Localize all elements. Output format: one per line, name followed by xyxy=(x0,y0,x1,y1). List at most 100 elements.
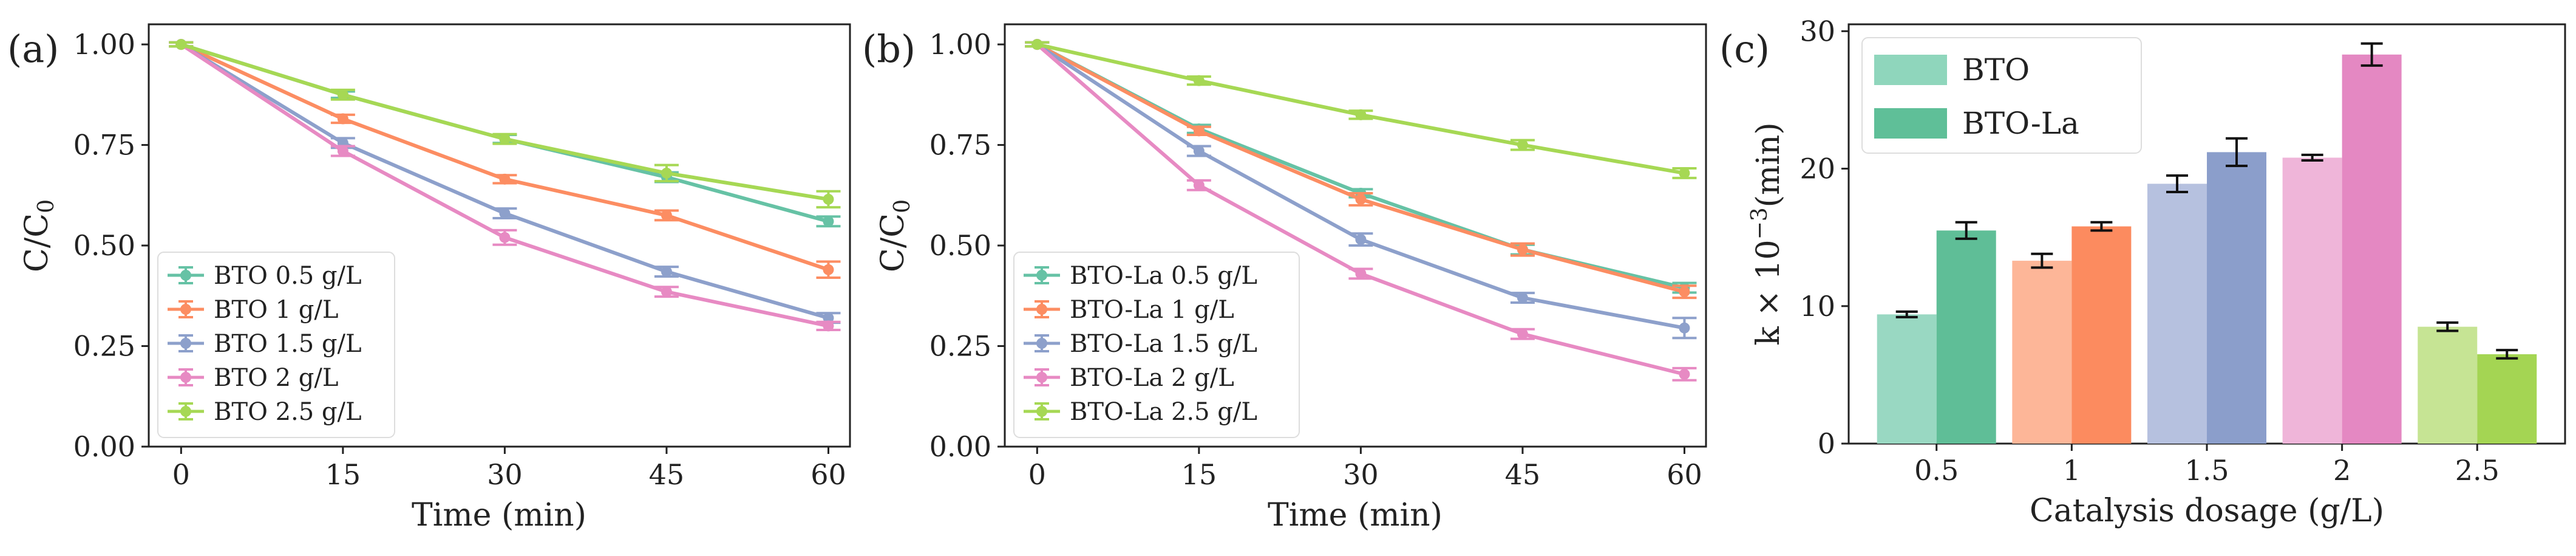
data-point xyxy=(1679,322,1690,334)
panel-c-y-axis-title: k × 10−3(min) xyxy=(1747,122,1787,345)
data-point xyxy=(1355,268,1367,280)
data-point xyxy=(1193,75,1205,86)
legend-label: BTO-La 1 g/L xyxy=(1070,296,1234,324)
data-point xyxy=(1355,109,1367,120)
legend-label: BTO 2.5 g/L xyxy=(214,398,362,426)
legend-label: BTO xyxy=(1962,52,2030,88)
legend-swatch-marker xyxy=(1036,338,1047,349)
data-point xyxy=(175,39,187,50)
x-tick-label: 15 xyxy=(325,458,361,491)
legend-swatch-marker xyxy=(1036,304,1047,315)
legend-swatch-marker xyxy=(1036,372,1047,383)
y-tick-label: 0.25 xyxy=(73,330,135,363)
x-tick-label: 2 xyxy=(2333,454,2351,487)
data-point xyxy=(1517,328,1528,340)
panel-a: (a) 0 15 30 45 60 0.00 0.25 0.50 0.75 1.00 BTO 0.5… xyxy=(7,23,851,534)
y-tick-label: 0.25 xyxy=(929,330,991,363)
legend-swatch-marker xyxy=(180,270,191,281)
data-point xyxy=(337,89,348,100)
bar xyxy=(1877,314,1937,444)
panel-c-x-axis-title: Catalysis dosage (g/L) xyxy=(2030,493,2384,529)
data-point xyxy=(823,320,834,332)
legend-box xyxy=(157,252,395,438)
data-point xyxy=(1031,39,1043,50)
panel-a-x-axis-title: Time (min) xyxy=(412,497,586,534)
y-tick-label: 1.00 xyxy=(73,28,135,61)
legend-label: BTO-La 2 g/L xyxy=(1070,364,1234,392)
data-point xyxy=(1679,286,1690,298)
x-tick-label: 45 xyxy=(1505,458,1541,491)
y-tick-label: 30 xyxy=(1799,15,1835,47)
bar xyxy=(2418,326,2478,444)
data-point xyxy=(499,232,511,243)
legend-swatch-marker xyxy=(180,406,191,417)
legend-label: BTO-La xyxy=(1962,106,2079,141)
x-tick-label: 60 xyxy=(811,458,846,491)
legend-swatch xyxy=(1874,55,1947,85)
data-point xyxy=(1193,125,1205,137)
bar xyxy=(1936,230,1996,444)
panel-a-plot-area: 0 15 30 45 60 0.00 0.25 0.50 0.75 1.00 BTO 0.5 g/L… xyxy=(73,28,846,491)
y-tick-label: 0 xyxy=(1818,427,1835,460)
data-point xyxy=(823,264,834,275)
panel-a-tag: (a) xyxy=(7,27,59,71)
panel-b-plot-area: 0 15 30 45 60 0.00 0.25 0.50 0.75 1.00 BTO-La 0.5 … xyxy=(929,28,1702,491)
y-tick-label: 0.75 xyxy=(929,129,991,162)
bar xyxy=(2282,157,2342,444)
y-tick-label: 0.00 xyxy=(929,430,991,463)
data-point xyxy=(1679,167,1690,179)
panel-b-y-axis-title: C/C0 xyxy=(875,199,915,272)
legend-swatch-marker xyxy=(1036,270,1047,281)
legend-swatch-marker xyxy=(1036,406,1047,417)
data-point xyxy=(661,167,672,179)
x-tick-label: 1 xyxy=(2063,454,2081,487)
legend-label: BTO 1 g/L xyxy=(214,296,338,324)
panel-b-tag: (b) xyxy=(862,27,916,71)
legend-label: BTO-La 0.5 g/L xyxy=(1070,262,1257,290)
x-tick-label: 0 xyxy=(172,458,190,491)
y-tick-label: 0.00 xyxy=(73,430,135,463)
panel-c-plot-area: 0 10 20 30 0.5 1 1.5 2 2.5 BTO BTO-La xyxy=(1799,15,2537,487)
y-tick-label: 10 xyxy=(1799,290,1835,323)
data-point xyxy=(661,286,672,298)
panel-a-plot-frame xyxy=(148,23,851,448)
x-tick-label: 30 xyxy=(487,458,523,491)
y-tick-label: 0.50 xyxy=(73,229,135,262)
data-point xyxy=(1517,139,1528,151)
data-point xyxy=(499,208,511,219)
legend-swatch xyxy=(1874,108,1947,139)
data-point xyxy=(499,133,511,145)
legend-label: BTO 0.5 g/L xyxy=(214,262,362,290)
y-tick-label: 20 xyxy=(1799,153,1835,185)
data-point xyxy=(1193,145,1205,157)
x-tick-label: 45 xyxy=(649,458,685,491)
x-tick-label: 1.5 xyxy=(2184,454,2229,487)
legend-box xyxy=(1013,252,1300,438)
legend-swatch-marker xyxy=(180,338,191,349)
legend-label: BTO 1.5 g/L xyxy=(214,330,362,358)
legend-label: BTO-La 2.5 g/L xyxy=(1070,398,1257,426)
panel-b: (b) 0 15 30 45 60 0.00 0.25 0.50 0.75 1.00 BTO-La … xyxy=(862,23,1707,534)
bar xyxy=(2012,261,2072,444)
series-line xyxy=(1036,43,1685,290)
bar xyxy=(2147,184,2207,444)
panel-c-tag: (c) xyxy=(1719,27,1770,71)
data-point xyxy=(1355,234,1367,245)
data-point xyxy=(661,266,672,278)
panel-a-y-axis-title: C/C0 xyxy=(19,199,59,272)
legend-swatch-marker xyxy=(180,304,191,315)
x-tick-label: 0.5 xyxy=(1914,454,1959,487)
bar xyxy=(2071,226,2132,444)
data-point xyxy=(823,312,834,324)
data-point xyxy=(661,210,672,221)
x-tick-label: 15 xyxy=(1181,458,1217,491)
legend-label: BTO 2 g/L xyxy=(214,364,338,392)
legend-swatch-marker xyxy=(180,372,191,383)
data-point xyxy=(337,113,348,125)
x-tick-label: 2.5 xyxy=(2455,454,2500,487)
panel-b-plot-frame xyxy=(1004,23,1707,448)
bar xyxy=(2342,54,2402,444)
data-point xyxy=(823,216,834,227)
x-tick-label: 60 xyxy=(1667,458,1702,491)
